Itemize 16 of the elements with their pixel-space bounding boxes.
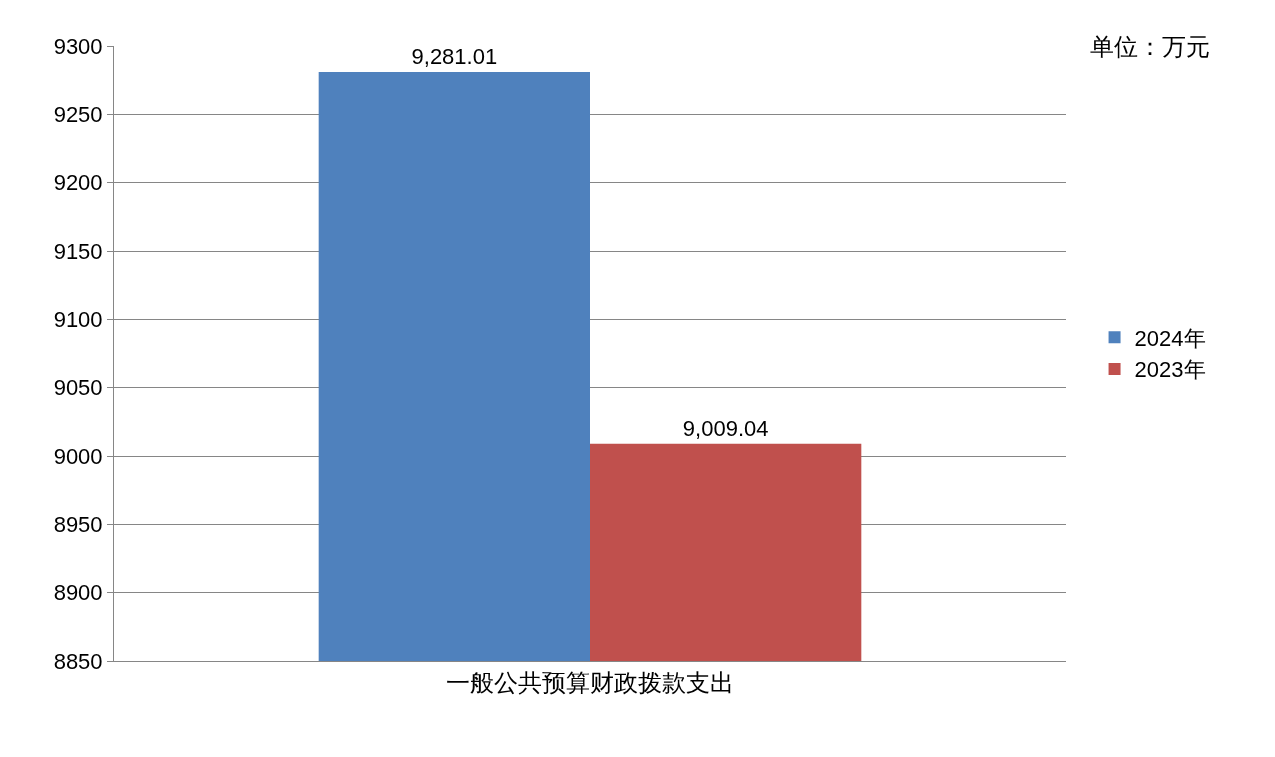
legend-label: 2024年 (1134, 325, 1206, 351)
x-tick-label: 一般公共预算财政拨款支出 (446, 668, 734, 696)
legend-label: 2023年 (1134, 357, 1206, 383)
y-tick-label: 9250 (53, 102, 103, 128)
y-tick-label: 8950 (53, 512, 103, 538)
y-tick-label: 9200 (53, 170, 103, 196)
y-tick-label: 9050 (53, 375, 103, 401)
text: 单位：万元 (1090, 33, 1210, 60)
y-tick-label: 8850 (53, 648, 103, 674)
data-label: 9,009.04 (682, 415, 769, 441)
y-tick-label: 9000 (53, 443, 103, 469)
data-label: 9,281.01 (411, 43, 498, 69)
y-tick-label: 9100 (53, 307, 103, 333)
y-tick-label: 8900 (53, 580, 103, 606)
y-tick-label: 9300 (53, 33, 103, 59)
y-tick-label: 9150 (53, 238, 103, 264)
